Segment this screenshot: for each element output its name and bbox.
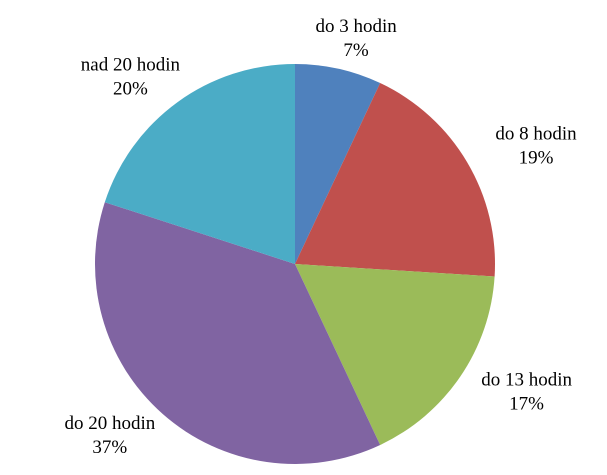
slice-value: 17%	[509, 394, 544, 415]
slice-label: do 13 hodin	[481, 370, 572, 391]
slice-label: do 3 hodin	[315, 16, 397, 37]
pie-slice	[94, 202, 381, 465]
pie-slice	[295, 83, 496, 277]
slice-value: 20%	[113, 78, 148, 99]
slice-value: 7%	[343, 40, 369, 61]
slice-value: 37%	[92, 437, 127, 458]
pie-slice	[104, 63, 295, 264]
slice-label: do 8 hodin	[495, 123, 577, 144]
pie-slice	[295, 264, 495, 445]
slice-label: nad 20 hodin	[81, 54, 181, 75]
slice-value: 19%	[519, 147, 554, 168]
pie-slice	[295, 64, 381, 264]
slice-label: do 20 hodin	[64, 413, 155, 434]
